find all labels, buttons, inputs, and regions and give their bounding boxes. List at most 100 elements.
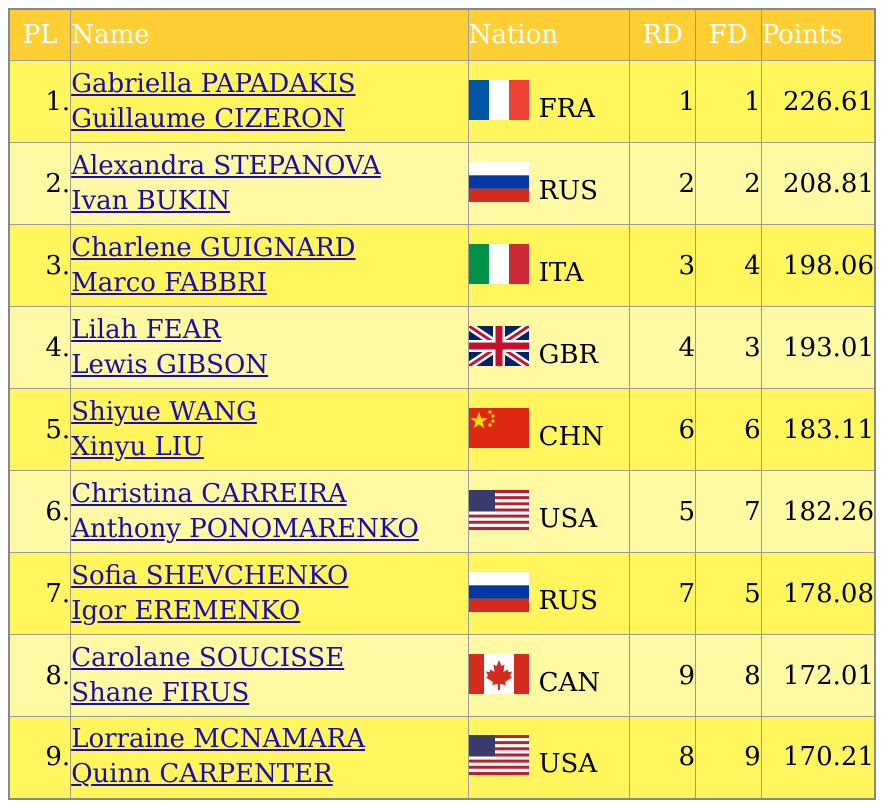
table-row: 8. Carolane SOUCISSE Shane FIRUS CAN 9 8… [8,634,876,717]
skater-link[interactable]: Gabriella PAPADAKIS [71,68,356,99]
skater-link[interactable]: Carolane SOUCISSE [71,642,345,673]
fd-cell: 6 [695,388,762,471]
nation-code: FRA [538,93,596,124]
fd-cell: 7 [695,470,762,553]
france-flag-icon [468,79,529,120]
nation-code: GBR [538,339,599,370]
skater-link[interactable]: Christina CARREIRA [71,478,347,509]
skater-link[interactable]: Ivan BUKIN [71,185,231,216]
nation-cell: CHN [467,388,631,471]
nation-cell: RUS [467,142,631,225]
skater-link[interactable]: Lorraine MCNAMARA [71,724,365,755]
header-points: Points [760,8,876,61]
header-name: Name [70,8,469,61]
skater-link[interactable]: Quinn CARPENTER [71,759,333,790]
skater-link[interactable]: Igor EREMENKO [71,595,301,626]
place-cell: 3. [8,224,72,307]
skater-link[interactable]: Alexandra STEPANOVA [71,150,381,181]
name-cell: Alexandra STEPANOVA Ivan BUKIN [70,142,469,225]
name-cell: Lorraine MCNAMARA Quinn CARPENTER [70,716,469,799]
nation-code: USA [538,749,598,780]
nation-code: USA [538,503,598,534]
rd-cell: 7 [629,552,696,635]
table-row: 4. Lilah FEAR Lewis GIBSON GBR 4 3 193.0… [8,306,876,389]
name-cell: Charlene GUIGNARD Marco FABBRI [70,224,469,307]
skater-link[interactable]: Xinyu LIU [71,431,204,462]
header-fd: FD [695,8,762,61]
points-cell: 183.11 [760,388,876,471]
table-row: 3. Charlene GUIGNARD Marco FABBRI ITA 3 … [8,224,876,307]
rd-cell: 9 [629,634,696,717]
fd-cell: 9 [695,716,762,799]
points-cell: 178.08 [760,552,876,635]
fd-cell: 8 [695,634,762,717]
table-row: 6. Christina CARREIRA Anthony PONOMARENK… [8,470,876,553]
fd-cell: 1 [695,60,762,143]
skater-link[interactable]: Charlene GUIGNARD [71,232,356,263]
place-cell: 8. [8,634,72,717]
nation-cell: USA [467,470,631,553]
skater-link[interactable]: Sofia SHEVCHENKO [71,560,349,591]
nation-cell: GBR [467,306,631,389]
nation-cell: RUS [467,552,631,635]
nation-cell: FRA [467,60,631,143]
skater-link[interactable]: Lilah FEAR [71,314,221,345]
nation-code: CAN [538,667,601,698]
name-cell: Lilah FEAR Lewis GIBSON [70,306,469,389]
points-cell: 198.06 [760,224,876,307]
usa-flag-icon [468,489,529,530]
italy-flag-icon [468,243,529,284]
rd-cell: 4 [629,306,696,389]
nation-cell: ITA [467,224,631,307]
results-table: PL Name Nation RD FD Points 1. Gabriella… [8,8,876,800]
skater-link[interactable]: Marco FABBRI [71,267,267,298]
russia-flag-icon [468,161,529,202]
place-cell: 7. [8,552,72,635]
nation-code: RUS [538,585,598,616]
skater-link[interactable]: Lewis GIBSON [71,349,269,380]
header-nation: Nation [467,8,631,61]
name-cell: Shiyue WANG Xinyu LIU [70,388,469,471]
rd-cell: 3 [629,224,696,307]
table-row: 2. Alexandra STEPANOVA Ivan BUKIN RUS 2 … [8,142,876,225]
points-cell: 226.61 [760,60,876,143]
place-cell: 6. [8,470,72,553]
nation-cell: USA [467,716,631,799]
points-cell: 208.81 [760,142,876,225]
nation-code: RUS [538,175,598,206]
place-cell: 5. [8,388,72,471]
fd-cell: 2 [695,142,762,225]
rd-cell: 1 [629,60,696,143]
nation-code: CHN [538,421,604,452]
uk-flag-icon [468,325,529,366]
points-cell: 172.01 [760,634,876,717]
skater-link[interactable]: Shane FIRUS [71,677,250,708]
header-rd: RD [629,8,696,61]
skater-link[interactable]: Anthony PONOMARENKO [71,513,419,544]
nation-cell: CAN [467,634,631,717]
place-cell: 2. [8,142,72,225]
name-cell: Sofia SHEVCHENKO Igor EREMENKO [70,552,469,635]
fd-cell: 5 [695,552,762,635]
place-cell: 9. [8,716,72,799]
nation-code: ITA [538,257,584,288]
name-cell: Christina CARREIRA Anthony PONOMARENKO [70,470,469,553]
rd-cell: 5 [629,470,696,553]
place-cell: 4. [8,306,72,389]
name-cell: Carolane SOUCISSE Shane FIRUS [70,634,469,717]
usa-flag-icon [468,735,529,776]
canada-flag-icon [468,653,529,694]
fd-cell: 3 [695,306,762,389]
table-row: 7. Sofia SHEVCHENKO Igor EREMENKO RUS 7 … [8,552,876,635]
rd-cell: 2 [629,142,696,225]
skater-link[interactable]: Guillaume CIZERON [71,103,346,134]
header-row: PL Name Nation RD FD Points [8,8,876,61]
place-cell: 1. [8,60,72,143]
points-cell: 193.01 [760,306,876,389]
table-row: 1. Gabriella PAPADAKIS Guillaume CIZERON… [8,60,876,143]
skater-link[interactable]: Shiyue WANG [71,396,257,427]
russia-flag-icon [468,571,529,612]
table-row: 5. Shiyue WANG Xinyu LIU CHN 6 6 183.11 [8,388,876,471]
table-row: 9. Lorraine MCNAMARA Quinn CARPENTER USA… [8,716,876,799]
china-flag-icon [468,407,529,448]
